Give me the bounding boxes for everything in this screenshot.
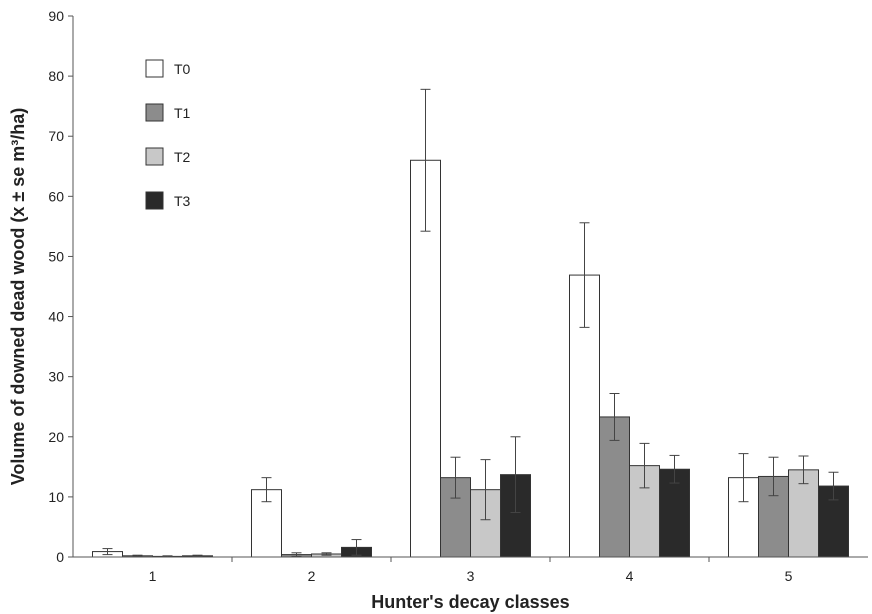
y-tick-label: 80 xyxy=(48,68,64,84)
x-ticks: 1 2 3 4 5 xyxy=(149,557,793,584)
legend-swatch-t0 xyxy=(145,59,164,78)
y-axis-title: Volume of downed dead wood (x ± se m³/ha… xyxy=(8,108,28,486)
x-tick-label: 4 xyxy=(626,568,634,584)
legend-label-t1: T1 xyxy=(174,105,191,121)
y-tick-label: 30 xyxy=(48,369,64,385)
y-tick-label: 90 xyxy=(48,8,64,24)
x-tick-label: 1 xyxy=(149,568,157,584)
legend-swatch-t1 xyxy=(145,103,164,122)
legend: T0 T1 T2 T3 xyxy=(145,59,191,210)
y-ticks: 0 10 20 30 40 50 60 70 80 90 xyxy=(48,8,73,565)
legend-label-t0: T0 xyxy=(174,61,191,77)
legend-label-t2: T2 xyxy=(174,149,191,165)
y-tick-label: 10 xyxy=(48,489,64,505)
y-tick-label: 0 xyxy=(56,549,64,565)
bars-layer xyxy=(92,159,849,558)
legend-swatch-t2 xyxy=(145,147,164,166)
x-tick-label: 2 xyxy=(308,568,316,584)
x-tick-label: 5 xyxy=(785,568,793,584)
y-tick-label: 50 xyxy=(48,248,64,264)
y-tick-label: 40 xyxy=(48,309,64,325)
legend-swatch-t3 xyxy=(145,191,164,210)
legend-label-t3: T3 xyxy=(174,193,191,209)
x-axis-title: Hunter's decay classes xyxy=(371,592,569,612)
error-bars-layer xyxy=(102,88,839,558)
y-tick-label: 20 xyxy=(48,429,64,445)
y-tick-label: 60 xyxy=(48,188,64,204)
bar-t2-class-5 xyxy=(788,469,819,558)
x-tick-label: 3 xyxy=(467,568,475,584)
axes-layer xyxy=(72,16,868,558)
y-tick-label: 70 xyxy=(48,128,64,144)
